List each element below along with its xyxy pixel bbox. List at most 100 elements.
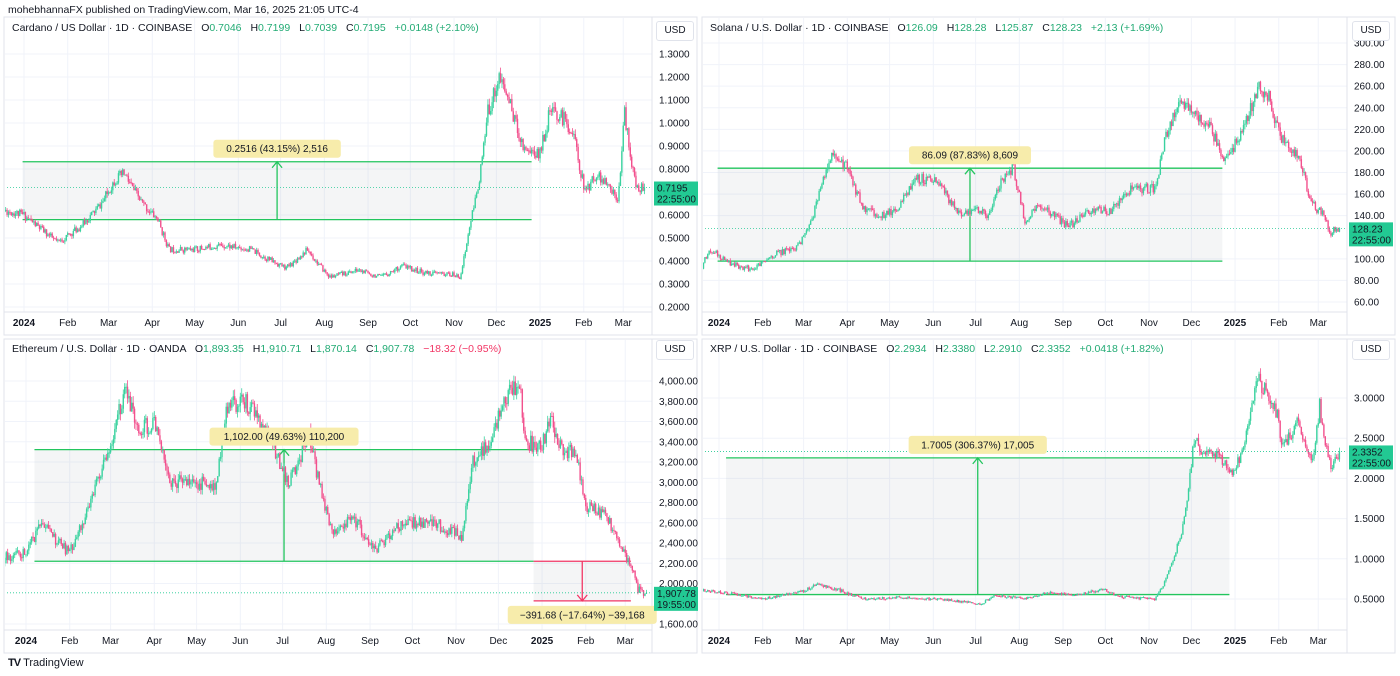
currency-button[interactable]: USD <box>1352 21 1390 41</box>
candle-body <box>506 403 508 405</box>
candle-body <box>959 210 961 213</box>
candle-body <box>1182 524 1184 535</box>
candle-body <box>426 271 428 274</box>
candle-body <box>1096 591 1098 593</box>
measure-label: 0.2516 (43.15%) 2,516 <box>226 144 328 155</box>
candle-body <box>15 551 17 554</box>
candle-body <box>146 418 148 434</box>
candle-body <box>1224 157 1226 161</box>
currency-button[interactable]: USD <box>1352 340 1390 360</box>
candle-body <box>396 523 398 529</box>
candle-body <box>869 208 871 210</box>
chart-panel-2[interactable]: 4,000.003,800.003,600.003,400.003,200.00… <box>1 338 698 654</box>
candle-body <box>236 247 238 249</box>
y-tick-label: 2,200.00 <box>659 559 698 570</box>
plot-area[interactable] <box>1 375 652 602</box>
candle-body <box>212 248 214 250</box>
candle-body <box>797 243 799 246</box>
candle-body <box>79 227 82 232</box>
candle-body <box>13 213 15 217</box>
price-tag <box>654 181 698 206</box>
candle-body <box>1172 112 1174 127</box>
candle-body <box>749 595 751 597</box>
candle-body <box>373 545 375 549</box>
candle-body <box>343 523 346 529</box>
plot-area[interactable] <box>690 368 1347 606</box>
candle-body <box>1155 596 1157 601</box>
candle-body <box>967 601 970 603</box>
plot-area[interactable] <box>690 80 1347 290</box>
candle-body <box>91 494 93 499</box>
candle-body <box>1324 215 1326 221</box>
candle-body <box>871 208 874 211</box>
candle-body <box>958 210 960 214</box>
candle-body <box>165 240 168 247</box>
candle-body <box>839 161 841 163</box>
candle-body <box>516 118 519 134</box>
candle-body <box>220 243 223 246</box>
candle-body <box>237 247 240 249</box>
candle-body <box>825 169 827 178</box>
symbol-title[interactable]: XRP / U.S. Dollar · 1D · COINBASE <box>710 343 878 355</box>
candle-body <box>1114 594 1116 596</box>
candle-body <box>416 267 419 274</box>
candle-body <box>85 509 88 518</box>
candle-body <box>807 229 809 231</box>
candle-body <box>859 192 861 203</box>
candle-body <box>255 249 258 254</box>
candle-body <box>1293 149 1295 157</box>
chart-panel-3[interactable]: 3.00002.50002.00001.50001.00000.50002024… <box>690 338 1396 654</box>
candle-body <box>97 476 99 479</box>
candle-body <box>924 598 926 600</box>
candle-body <box>853 184 856 186</box>
candle-body <box>1048 592 1050 594</box>
candle-body <box>69 233 72 235</box>
candle-body <box>950 200 953 206</box>
candle-body <box>1007 596 1009 598</box>
candle-body <box>1010 596 1012 599</box>
currency-button[interactable]: USD <box>656 21 694 41</box>
low-value: 125.87 <box>1001 22 1034 34</box>
candle-body <box>760 261 762 267</box>
candle-body <box>35 222 38 227</box>
symbol-title[interactable]: Cardano / US Dollar · 1D · COINBASE <box>12 22 193 34</box>
candle-body <box>120 171 122 176</box>
candle-body <box>753 268 755 270</box>
currency-button[interactable]: USD <box>656 340 694 360</box>
candle-body <box>745 594 747 596</box>
candle-body <box>1333 461 1335 468</box>
candle-body <box>1106 211 1108 215</box>
candle-body <box>420 517 422 527</box>
candle-body <box>1125 193 1128 196</box>
candle-body <box>190 481 192 485</box>
candle-body <box>1007 173 1009 175</box>
symbol-title[interactable]: Solana / U.S. Dollar · 1D · COINBASE <box>710 22 889 34</box>
candle-body <box>1292 434 1294 439</box>
candle-body <box>1051 214 1053 216</box>
candle-body <box>1255 381 1257 388</box>
candle-body <box>205 484 208 487</box>
candle-body <box>475 193 478 198</box>
candle-body <box>932 181 935 183</box>
candle-body <box>915 177 918 180</box>
plot-area[interactable] <box>4 67 652 280</box>
candle-body <box>350 271 352 274</box>
candle-body <box>240 248 242 250</box>
candle-body <box>939 598 942 600</box>
candle-body <box>1310 198 1312 202</box>
chart-panel-1[interactable]: 300.00280.00260.00240.00220.00200.00180.… <box>690 16 1396 336</box>
candle-body <box>37 222 39 226</box>
chart-panel-0[interactable]: 1.30001.20001.10001.00000.90000.80000.60… <box>3 16 698 336</box>
candle-body <box>1161 154 1163 160</box>
tradingview-footer[interactable]: TV TradingView <box>8 657 84 669</box>
candle-body <box>598 172 600 177</box>
arrow-down-icon <box>576 594 588 602</box>
candle-body <box>1159 159 1162 175</box>
candle-body <box>339 272 341 275</box>
symbol-title[interactable]: Ethereum / U.S. Dollar · 1D · OANDA <box>12 343 186 355</box>
candle-body <box>714 590 716 593</box>
candle-body <box>919 182 922 184</box>
candle-body <box>43 226 45 233</box>
candle-body <box>369 544 371 546</box>
